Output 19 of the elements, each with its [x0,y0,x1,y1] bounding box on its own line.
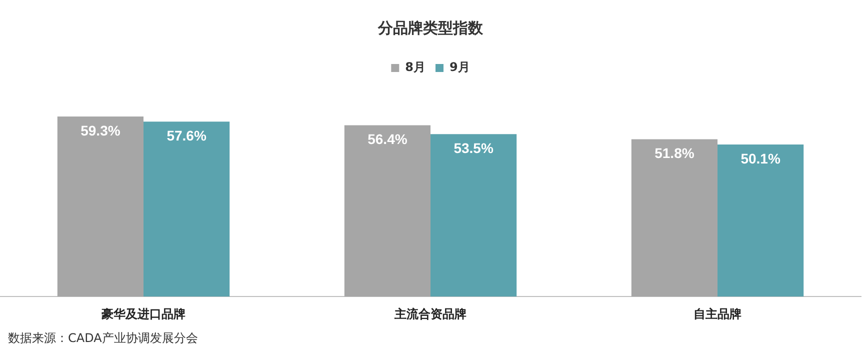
bar [57,116,144,297]
chart-title: 分品牌类型指数 [377,18,484,37]
bar [631,139,718,297]
x-tick-label: 自主品牌 [694,306,742,321]
legend-label: 8月 [405,60,426,74]
x-tick-label: 豪华及进口品牌 [100,306,186,321]
bar [430,134,517,297]
data-label: 56.4% [368,131,408,148]
bar [344,125,430,297]
source-note: 数据来源：CADA产业协调发展分会 [8,330,198,347]
data-label: 57.6% [166,128,207,144]
data-label: 51.8% [654,145,695,162]
data-label: 59.3% [80,122,121,138]
legend-label: 9月 [450,60,470,74]
data-label: 50.1% [740,150,781,166]
x-tick-label: 主流合资品牌 [394,306,466,321]
data-label: 53.5% [454,140,494,156]
bar [144,122,230,297]
bar [718,144,804,297]
